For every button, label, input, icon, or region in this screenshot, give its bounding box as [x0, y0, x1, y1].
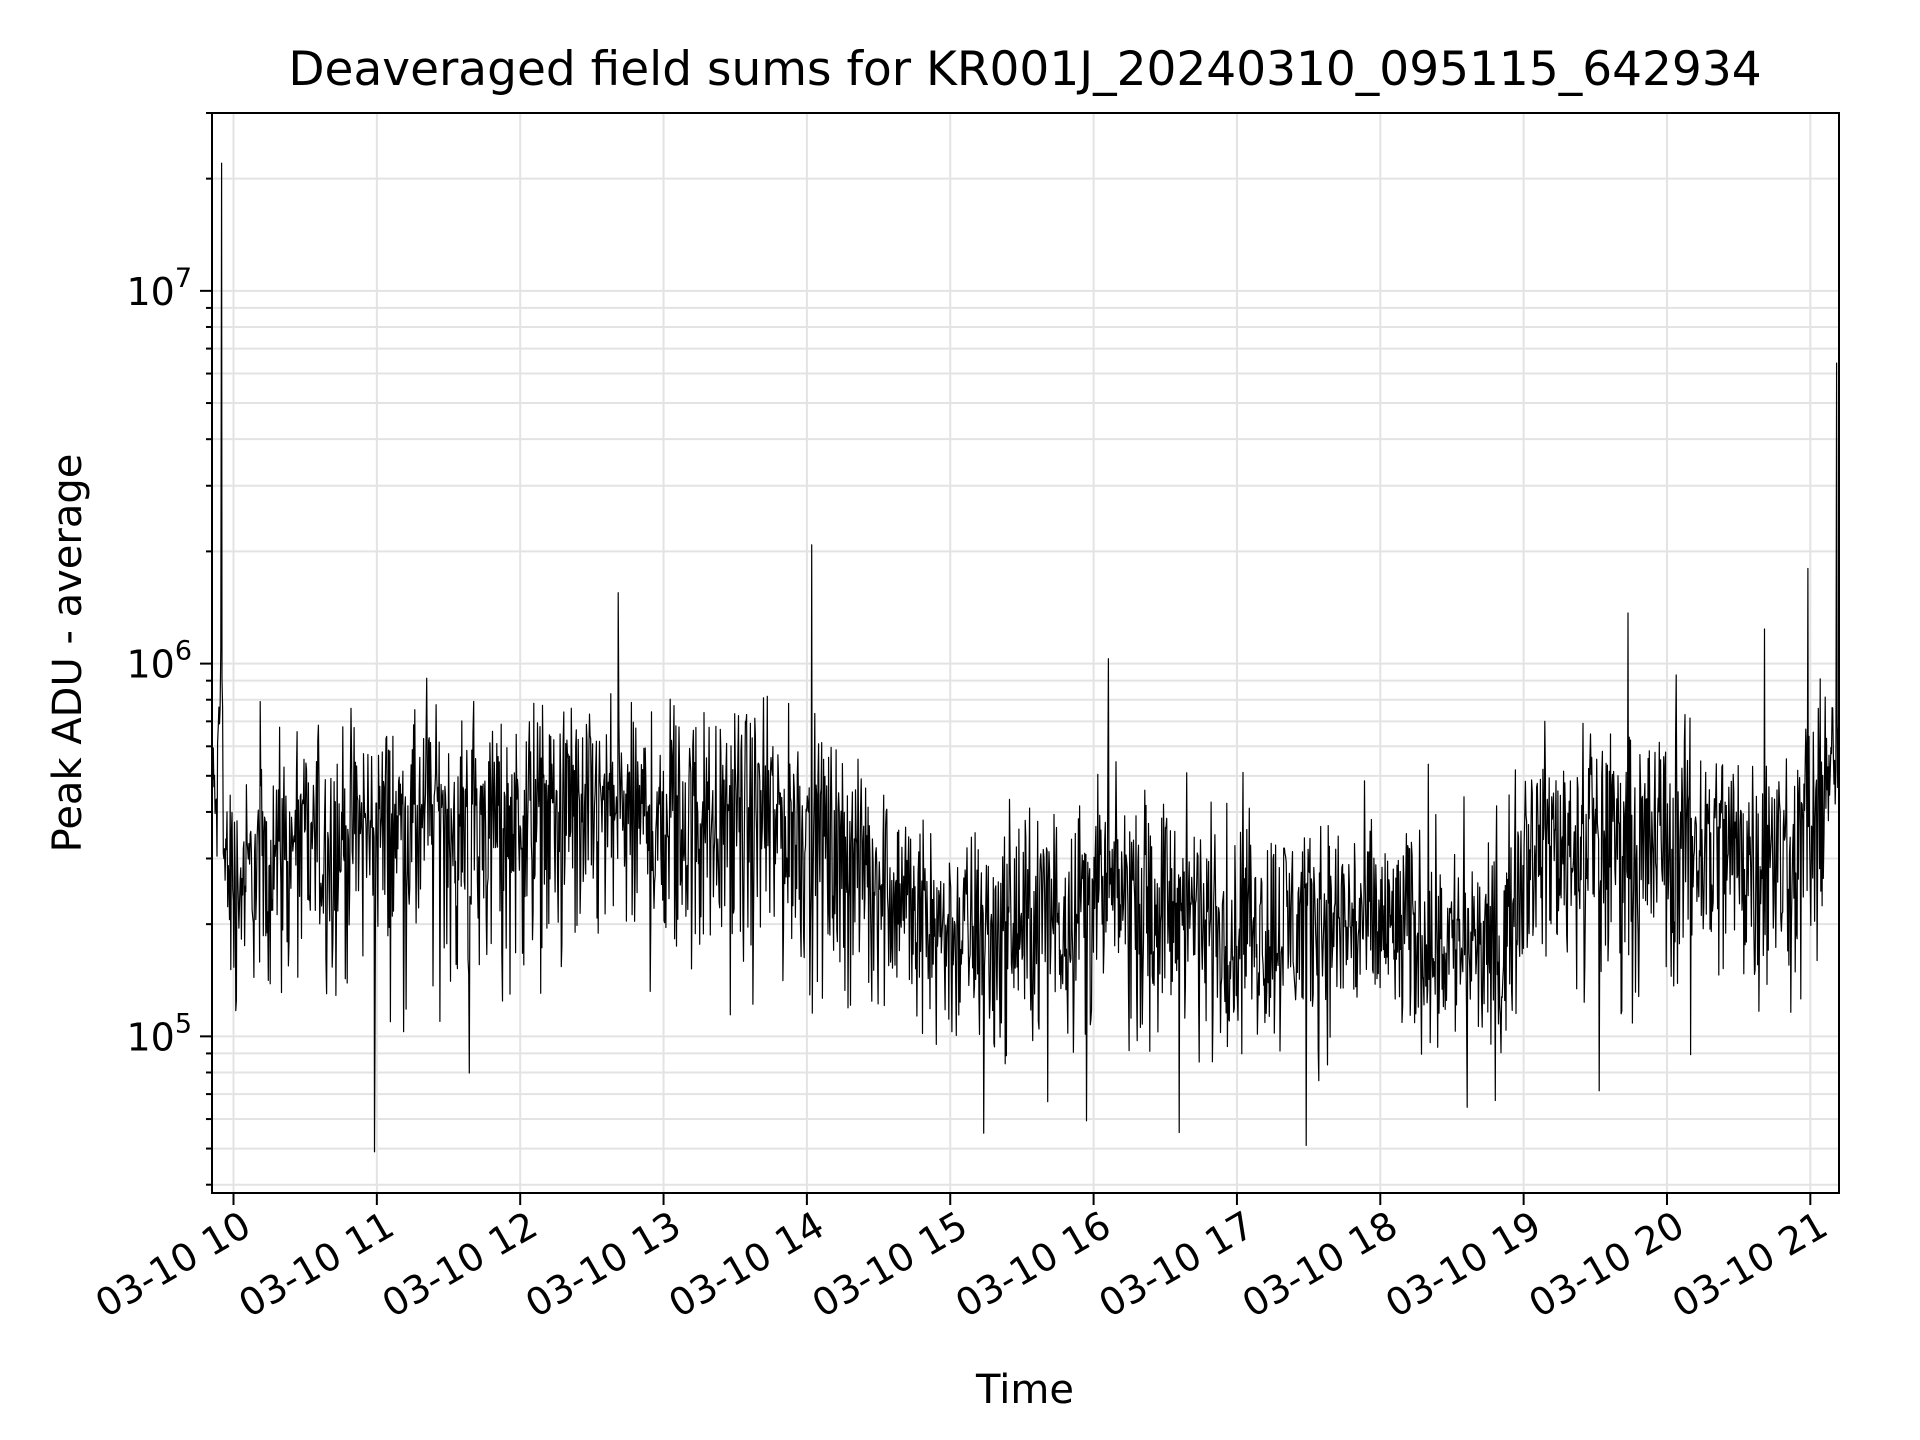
y-tick-exponent: 5	[175, 1008, 192, 1039]
y-axis-label: Peak ADU - average	[45, 454, 91, 853]
y-tick-label: 106	[126, 636, 192, 687]
y-tick-base: 10	[126, 643, 174, 687]
y-tick-label: 107	[126, 263, 192, 314]
series-layer	[212, 162, 1839, 1153]
series-line	[212, 162, 1839, 1153]
y-tick-exponent: 6	[175, 636, 192, 667]
plot-frame	[211, 112, 1840, 1194]
chart-title: Deaveraged field sums for KR001J_2024031…	[288, 42, 1761, 97]
y-tick-label: 105	[126, 1008, 192, 1059]
y-tick-base: 10	[126, 270, 174, 314]
x-axis-label: Time	[975, 1367, 1074, 1413]
y-tick-exponent: 7	[175, 263, 192, 294]
y-tick-base: 10	[126, 1015, 174, 1059]
